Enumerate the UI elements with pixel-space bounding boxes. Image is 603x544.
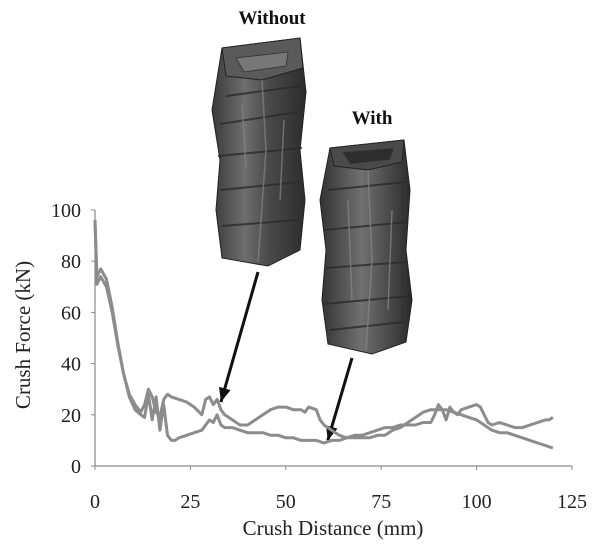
series-line-1 xyxy=(93,220,554,450)
x-tick-label: 25 xyxy=(180,491,200,513)
series-line-2 xyxy=(93,220,554,440)
crushed-tube-with xyxy=(319,139,413,355)
series-layer xyxy=(93,220,554,450)
x-tick-label: 100 xyxy=(462,491,492,513)
x-tick-label: 75 xyxy=(371,491,391,513)
y-tick-label: 40 xyxy=(61,354,81,376)
annotation-arrow-shaft xyxy=(219,271,260,403)
x-tick-label: 0 xyxy=(90,491,100,513)
y-tick-label: 20 xyxy=(61,405,81,427)
y-axis-title: Crush Force (kN) xyxy=(11,261,35,409)
x-tick-label: 50 xyxy=(276,491,296,513)
annotation-arrow-shaft xyxy=(326,357,354,441)
y-tick-label: 0 xyxy=(71,456,81,478)
x-tick-label: 125 xyxy=(557,491,587,513)
y-ticks: 0 20 40 60 80 100 xyxy=(51,200,95,478)
y-tick-label: 80 xyxy=(61,251,81,273)
annotation-arrows xyxy=(218,271,354,441)
y-tick-label: 100 xyxy=(51,200,81,222)
annotation-with-label: With xyxy=(352,108,393,129)
annotation-arrow-head xyxy=(218,386,231,402)
x-axis-title: Crush Distance (mm) xyxy=(243,516,424,540)
y-tick-label: 60 xyxy=(61,302,81,324)
crushed-tube-without xyxy=(211,37,307,267)
annotation-without-label: Without xyxy=(238,8,306,29)
x-ticks: 0 25 50 75 100 125 xyxy=(90,466,587,513)
